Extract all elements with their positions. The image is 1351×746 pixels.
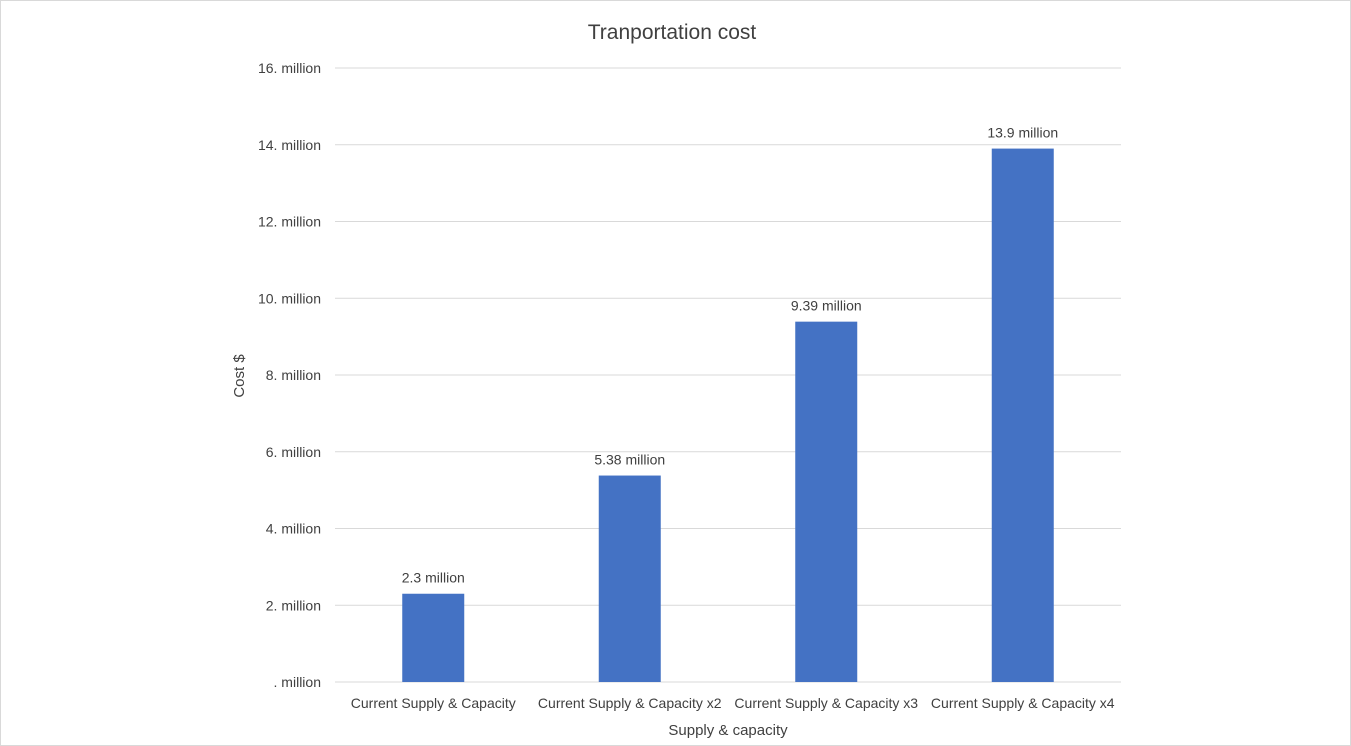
data-label: 5.38 million [594,452,665,468]
bar [991,148,1054,682]
x-tick-label: Current Supply & Capacity [351,695,516,711]
y-tick-label: 4. million [266,521,321,537]
x-tick-label: Current Supply & Capacity x2 [538,695,722,711]
y-tick-label: 12. million [258,214,321,230]
y-tick-label: 8. million [266,367,321,383]
y-tick-label: . million [274,674,321,690]
y-tick-label: 14. million [258,137,321,153]
y-tick-label: 2. million [266,597,321,613]
x-tick-label: Current Supply & Capacity x4 [931,695,1115,711]
y-axis-title: Cost $ [231,354,248,398]
data-label: 2.3 million [402,570,465,586]
data-label: 13.9 million [987,125,1058,141]
bar [795,321,858,682]
gridlines [335,67,1121,683]
y-tick-label: 16. million [258,60,321,76]
bar [402,593,465,682]
y-axis-ticks: . million 2. million 4. million 6. million 8… [258,60,321,690]
x-axis-ticks: Current Supply & Capacity Current Supply … [351,695,1115,711]
data-labels: 2.3 million 5.38 million 9.39 million 13.9 … [402,125,1058,586]
bar [598,475,661,682]
x-axis-title: Supply & capacity [668,722,788,739]
y-tick-label: 10. million [258,290,321,306]
y-tick-label: 6. million [266,444,321,460]
chart-title: Tranportation cost [588,21,757,44]
bars [402,148,1054,682]
x-tick-label: Current Supply & Capacity x3 [734,695,918,711]
data-label: 9.39 million [791,298,862,314]
